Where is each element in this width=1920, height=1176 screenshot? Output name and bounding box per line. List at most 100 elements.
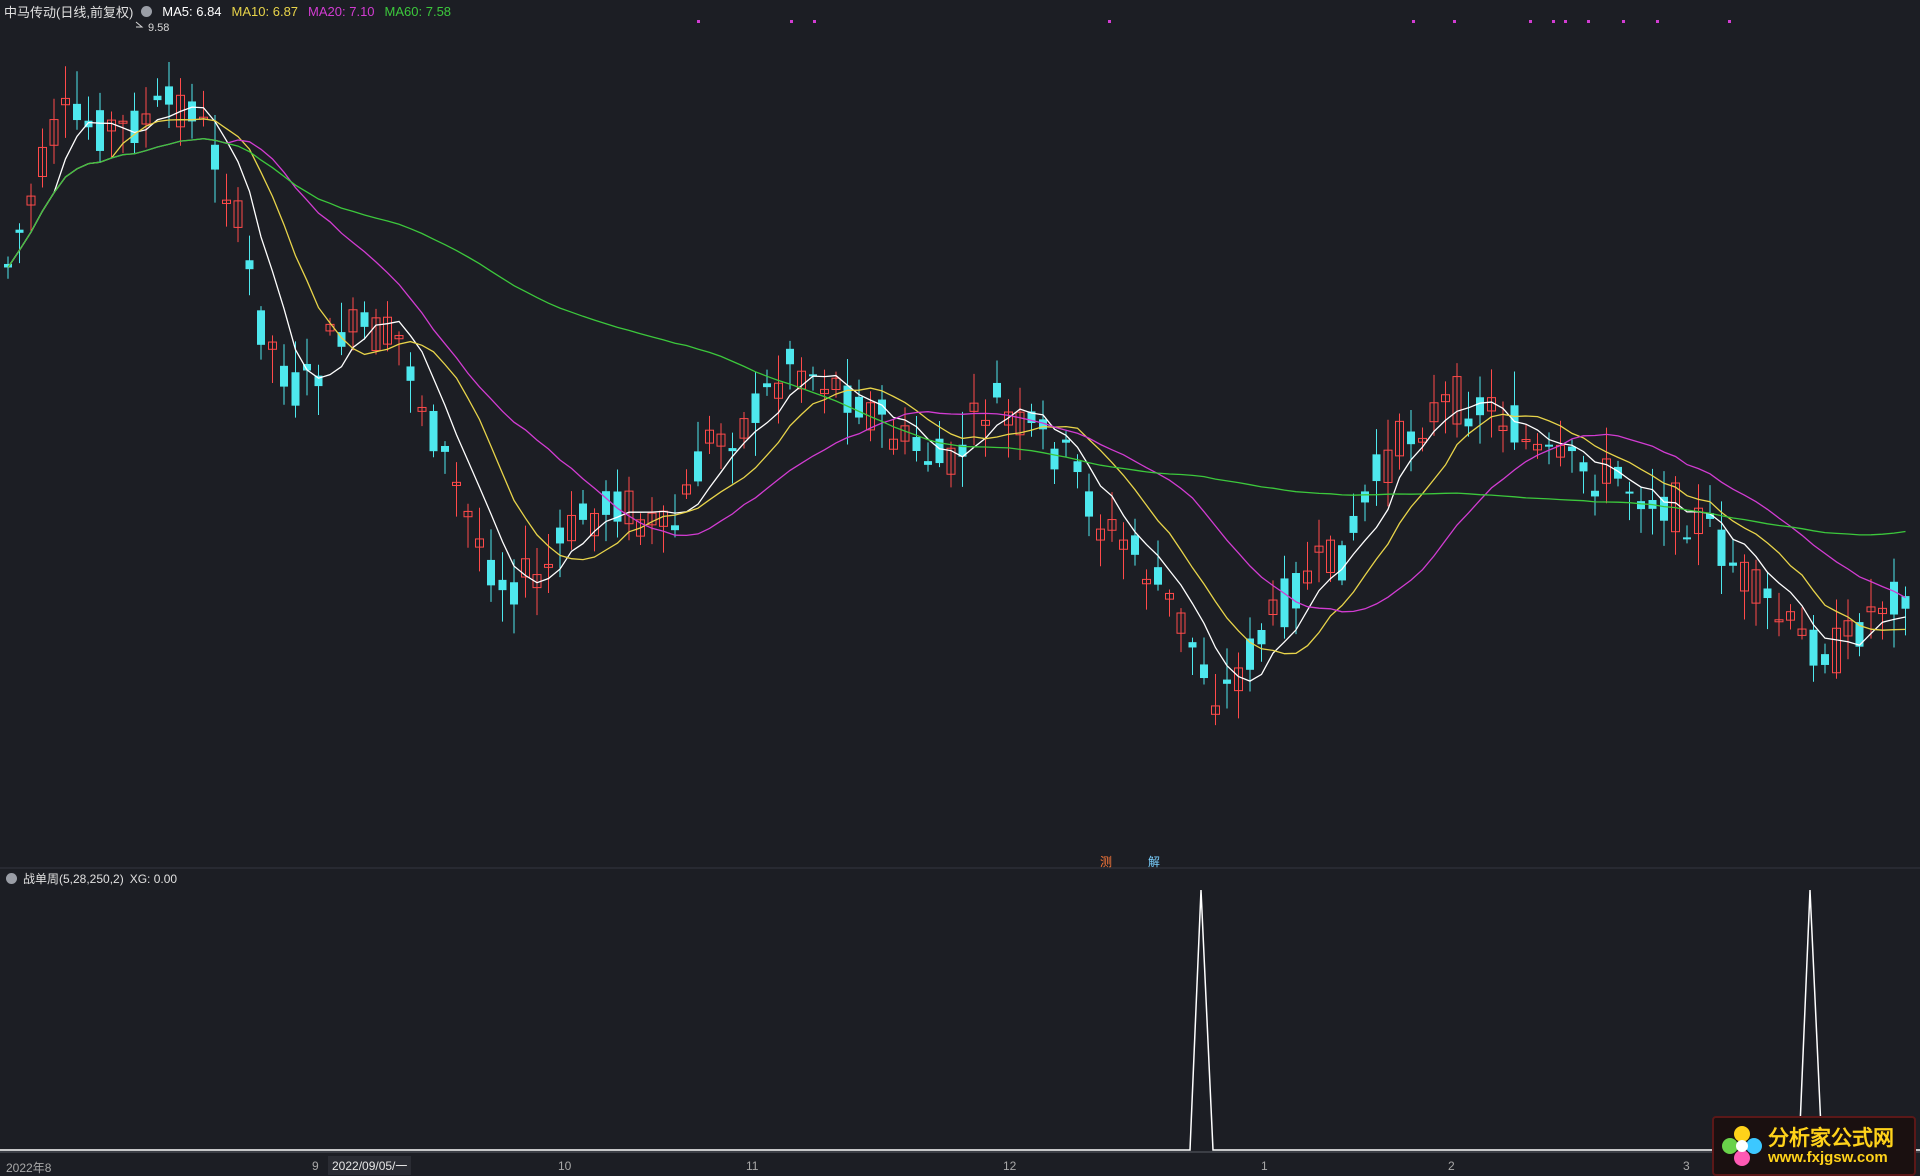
candle-body <box>1832 627 1841 674</box>
candle-body <box>1774 619 1784 623</box>
cursor-date: 2022/09/05/一 <box>328 1156 412 1175</box>
candle-body <box>1027 411 1036 424</box>
candle-body <box>475 538 484 548</box>
candle-body <box>188 101 196 122</box>
candle-body <box>1533 443 1542 451</box>
candle-body <box>1476 397 1484 416</box>
signal-dot <box>1529 20 1532 23</box>
candle-body <box>1142 578 1151 585</box>
candle-body <box>1694 507 1703 535</box>
candle-body <box>774 382 783 399</box>
candle-body <box>1843 620 1853 637</box>
candle-body <box>705 429 714 444</box>
candle-body <box>314 375 323 387</box>
candles <box>4 61 1910 726</box>
signal-dot <box>790 20 793 23</box>
candle-body <box>878 399 886 415</box>
indicator-settings-dot-icon[interactable] <box>6 873 17 884</box>
candle-body <box>716 433 726 447</box>
candle-body <box>73 103 81 121</box>
candle-body <box>165 86 173 105</box>
candle-body <box>1729 562 1737 566</box>
candle-body <box>579 503 587 520</box>
candle-body <box>1073 461 1082 473</box>
candle-body <box>958 444 967 457</box>
signal-dot <box>1108 20 1111 23</box>
candle-body <box>1498 425 1508 432</box>
candle-body <box>1407 431 1415 445</box>
candle-body <box>521 558 530 578</box>
candle-body <box>1751 569 1761 604</box>
candle-body <box>1579 462 1588 472</box>
candle-body <box>1096 528 1105 541</box>
candle-body <box>1200 664 1208 679</box>
candle-body <box>544 563 553 568</box>
candle-body <box>739 418 749 439</box>
candle-body <box>946 447 956 475</box>
ma20-label: MA20: 7.10 <box>308 3 375 19</box>
candle-body <box>855 396 863 418</box>
candle-body <box>763 383 771 388</box>
ma5-line <box>7 106 1906 682</box>
candle-body <box>1326 539 1335 573</box>
candle-body <box>820 388 829 395</box>
candle-body <box>257 310 265 345</box>
candle-body <box>786 348 794 365</box>
candle-body <box>1119 539 1128 550</box>
candle-body <box>498 579 507 591</box>
candle-body <box>912 437 921 451</box>
watermark-logo: 分析家公式网 www.fxjgsw.com <box>1712 1116 1916 1176</box>
moving-averages <box>7 106 1906 682</box>
candle-body <box>1464 418 1473 427</box>
candle-body <box>602 491 610 515</box>
candle-body <box>130 110 139 143</box>
candle-body <box>441 445 449 452</box>
candle-body <box>1176 612 1186 634</box>
candle-body <box>337 332 346 347</box>
candle-body <box>1349 515 1358 533</box>
candle-body <box>96 110 104 151</box>
candle-body <box>49 119 59 146</box>
candle-body <box>1429 402 1439 423</box>
candle-body <box>1866 606 1876 613</box>
candle-body <box>303 363 311 371</box>
candle-body <box>1292 573 1300 609</box>
time-label-nov: 11 <box>746 1159 759 1173</box>
candle-body <box>1890 581 1898 615</box>
time-label-mar: 3 <box>1683 1159 1690 1173</box>
candle-body <box>1568 446 1576 452</box>
candle-body <box>1154 567 1162 585</box>
candle-body <box>1660 496 1668 521</box>
candle-body <box>1878 607 1887 615</box>
ma10-label: MA10: 6.87 <box>231 3 299 19</box>
time-label-aug: 2022年8 <box>6 1161 52 1175</box>
candle-body <box>1441 394 1450 403</box>
indicator-pane <box>0 889 1920 1151</box>
high-marker-label: 9.58 <box>148 22 170 34</box>
signal-marker-jie: 解 <box>1148 855 1161 869</box>
candle-body <box>1706 513 1714 519</box>
candle-body <box>1625 491 1634 494</box>
candle-body <box>1223 679 1231 684</box>
time-label-oct: 10 <box>558 1159 572 1173</box>
high-annotation <box>135 21 144 28</box>
candle-body <box>900 425 910 442</box>
candle-body <box>222 199 231 204</box>
candle-body <box>1314 545 1324 553</box>
ma5-label: MA5: 6.84 <box>162 3 222 19</box>
candle-body <box>809 374 817 377</box>
settings-dot-icon[interactable] <box>141 5 153 17</box>
candle-body <box>751 393 760 423</box>
candle-body <box>1372 454 1381 482</box>
candle-body <box>463 510 473 518</box>
candle-body <box>1085 491 1093 517</box>
indicator-value: XG: 0.00 <box>129 871 178 886</box>
candle-body <box>1280 578 1289 628</box>
candle-body <box>1637 501 1645 510</box>
candle-body <box>1004 411 1013 426</box>
candle-body <box>1763 588 1772 599</box>
candle-body <box>613 491 622 522</box>
candle-body <box>118 120 128 124</box>
indicator-line <box>0 889 1920 1151</box>
